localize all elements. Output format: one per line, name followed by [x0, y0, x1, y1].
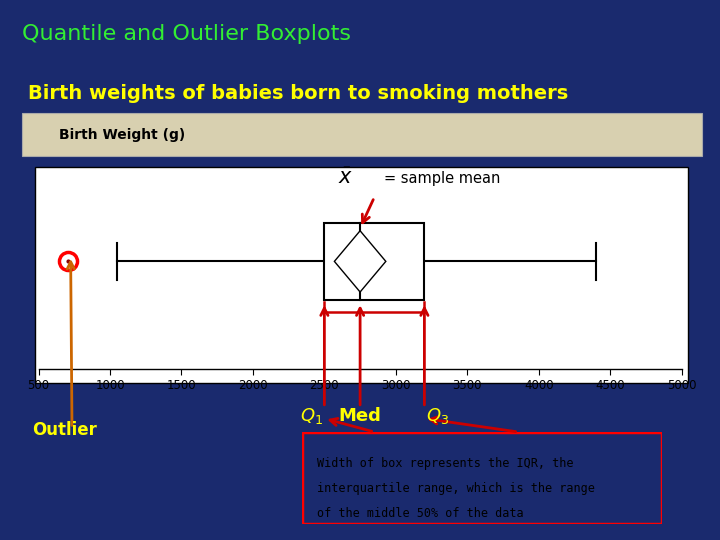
Text: $Q_1$: $Q_1$	[300, 406, 323, 426]
Bar	[35, 167, 688, 383]
Text: Width of box represents the IQR, the: Width of box represents the IQR, the	[317, 457, 573, 470]
Bar	[325, 222, 424, 300]
Bar	[22, 113, 702, 156]
Text: Birth Weight (g): Birth Weight (g)	[59, 127, 185, 141]
Text: interquartile range, which is the range: interquartile range, which is the range	[317, 483, 595, 496]
Polygon shape	[334, 231, 386, 292]
Text: Med: Med	[338, 407, 382, 425]
Text: Birth weights of babies born to smoking mothers: Birth weights of babies born to smoking …	[28, 84, 569, 103]
Text: Outlier: Outlier	[32, 421, 97, 438]
Text: = sample mean: = sample mean	[384, 171, 500, 186]
Text: $\bar{x}$: $\bar{x}$	[338, 168, 353, 188]
Text: of the middle 50% of the data: of the middle 50% of the data	[317, 507, 523, 520]
Text: $Q_3$: $Q_3$	[426, 406, 449, 426]
Text: Quantile and Outlier Boxplots: Quantile and Outlier Boxplots	[22, 24, 351, 44]
